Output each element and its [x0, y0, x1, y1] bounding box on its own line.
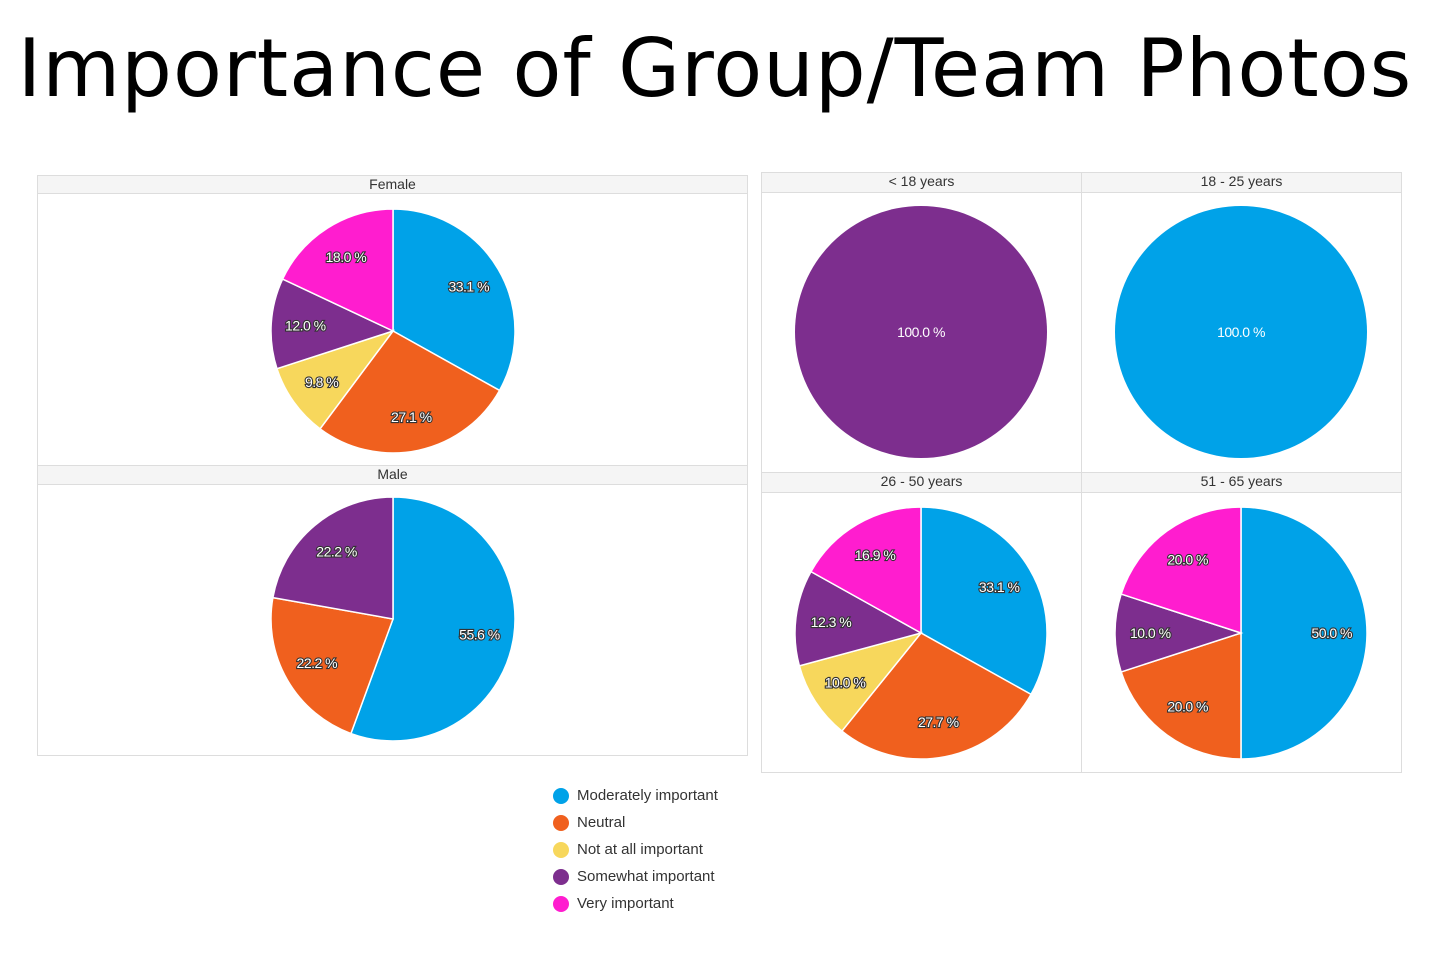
- legend-label: Not at all important: [577, 841, 703, 858]
- pie-slice: [795, 206, 1047, 458]
- slice-label: 33.1 %: [448, 279, 489, 295]
- legend-swatch: [553, 895, 569, 912]
- slice-label: 22.2 %: [297, 655, 338, 671]
- pie-slice: [319, 330, 501, 454]
- age-18-25-header: 18 - 25 years: [1081, 172, 1402, 193]
- slice-label: 33.1 %: [979, 579, 1020, 595]
- pie-slice: [281, 208, 394, 333]
- slice-label: 27.1 %: [391, 409, 432, 425]
- pie-slice: [1120, 631, 1242, 760]
- legend-item: Moderately important: [553, 782, 718, 809]
- slice-label: 100.0 %: [897, 324, 945, 340]
- age-under18-header: < 18 years: [761, 172, 1082, 193]
- slice-label: 27.7 %: [918, 714, 959, 730]
- pie-slice: [809, 506, 922, 635]
- slice-label: 10.0 %: [1130, 625, 1171, 641]
- pie-slice: [794, 570, 923, 667]
- slice-label: 100.0 %: [1217, 324, 1265, 340]
- age-51-65-header: 51 - 65 years: [1081, 472, 1402, 493]
- legend-swatch: [553, 814, 569, 831]
- slice-label: 50.0 %: [1311, 625, 1352, 641]
- male-header: Male: [37, 465, 748, 485]
- slice-label: 16.9 %: [855, 547, 896, 563]
- pie-slice: [276, 329, 396, 430]
- legend-item: Somewhat important: [553, 863, 718, 890]
- slice-label: 9.8 %: [305, 374, 338, 390]
- legend-item: Very important: [553, 890, 718, 917]
- legend: Moderately important Neutral Not at all …: [553, 782, 718, 917]
- pie-slice: [798, 631, 924, 733]
- pie-slice: [270, 278, 396, 370]
- legend-item: Not at all important: [553, 836, 718, 863]
- legend-label: Somewhat important: [577, 868, 715, 885]
- slice-label: 10.0 %: [825, 675, 866, 691]
- slice-label: 22.2 %: [316, 544, 357, 560]
- pie-slice: [1240, 506, 1368, 760]
- slice-label: 12.0 %: [285, 317, 326, 333]
- legend-swatch: [553, 868, 569, 885]
- female-header: Female: [37, 175, 748, 194]
- slide-title: Importance of Group/Team Photos: [17, 22, 1413, 115]
- slice-label: 18.0 %: [326, 249, 367, 265]
- pie-slice: [1114, 593, 1244, 673]
- pie-slice: [349, 496, 516, 742]
- legend-swatch: [553, 841, 569, 858]
- legend-label: Very important: [577, 895, 674, 912]
- legend-label: Neutral: [577, 814, 626, 831]
- legend-label: Moderately important: [577, 787, 718, 804]
- pie-slice: [1115, 206, 1367, 458]
- slice-label: 55.6 %: [459, 626, 500, 642]
- slice-label: 20.0 %: [1167, 552, 1208, 568]
- pie-slice: [392, 208, 516, 392]
- slice-label: 20.0 %: [1167, 698, 1208, 714]
- pie-slice: [920, 506, 1048, 696]
- age-26-50-header: 26 - 50 years: [761, 472, 1082, 493]
- legend-swatch: [553, 787, 569, 804]
- pie-slice: [272, 496, 394, 620]
- slice-label: 12.3 %: [811, 614, 852, 630]
- legend-item: Neutral: [553, 809, 718, 836]
- pie-slice: [840, 632, 1033, 760]
- pie-slice: [1120, 506, 1242, 635]
- pie-slice: [270, 596, 395, 735]
